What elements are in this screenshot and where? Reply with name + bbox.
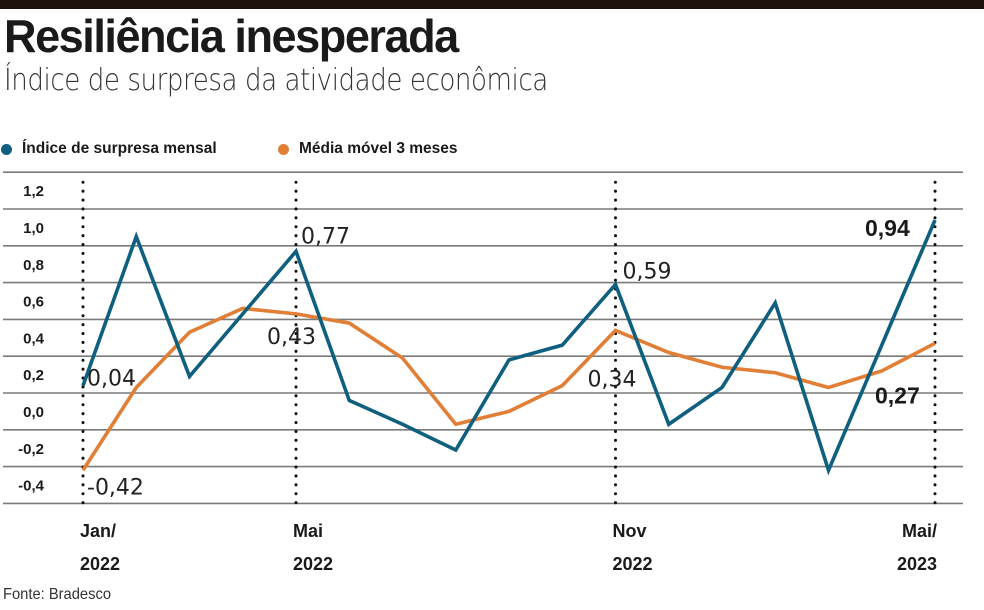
data-label: 0,77 [301,224,350,249]
data-label: 0,27 [875,382,920,408]
data-label: 0,34 [588,367,637,392]
y-tick-label: 0,0 [23,404,44,421]
y-tick-label: 0,6 [23,294,44,311]
y-tick-label: 0,8 [23,257,44,274]
series-line-monthly [81,219,937,476]
x-axis-markers [81,180,937,507]
data-label: 0,59 [623,259,672,284]
legend-item-moving-average: Média móvel 3 meses [278,140,458,158]
x-tick-label: Mai/ [902,521,937,541]
x-axis-ticks: Jan/2022 Mai 2022 Nov 2022 Mai/2023 [80,521,937,574]
chart-title: Resiliência inesperada [4,10,459,62]
series-lines [81,219,937,476]
legend-dot-moving-average [278,143,289,155]
y-tick-label: 1,0 [23,220,44,237]
x-tick-year: 2022 [293,554,333,574]
y-tick-label: 0,4 [23,330,45,347]
x-tick-year: 2023 [897,554,937,574]
data-annotations: 0,04 -0,42 0,77 0,43 0,59 0,34 0,94 0,27 [87,215,920,500]
y-tick-label: 1,2 [23,183,44,200]
y-tick-label: -0,4 [18,478,45,495]
data-label: 0,04 [87,367,136,392]
y-tick-label: -0,2 [18,441,44,458]
source-note: Fonte: Bradesco [3,586,112,603]
legend-label-monthly: Índice de surpresa mensal [22,140,217,157]
x-tick-label: Jan/ [80,521,116,541]
data-label: -0,42 [87,475,144,500]
x-tick-year: 2022 [613,554,653,574]
series-line-moving-average [81,306,936,472]
x-tick-year: 2022 [80,554,120,574]
legend-label-moving-average: Média móvel 3 meses [299,140,458,157]
data-label: 0,94 [865,215,910,241]
chart-subtitle: Índice de surpresa da atividade econômic… [4,63,548,98]
y-tick-label: 0,2 [23,367,44,384]
x-tick-label: Nov [613,521,647,541]
legend-item-monthly: Índice de surpresa mensal [1,140,217,158]
top-rule [0,0,984,9]
legend-dot-monthly [1,143,12,155]
x-tick-label: Mai [293,521,323,541]
data-label: 0,43 [267,325,316,350]
gridlines [3,171,963,505]
y-axis-ticks: 1,2 1,0 0,8 0,6 0,4 0,2 0,0 -0,2 -0,4 [18,183,45,494]
